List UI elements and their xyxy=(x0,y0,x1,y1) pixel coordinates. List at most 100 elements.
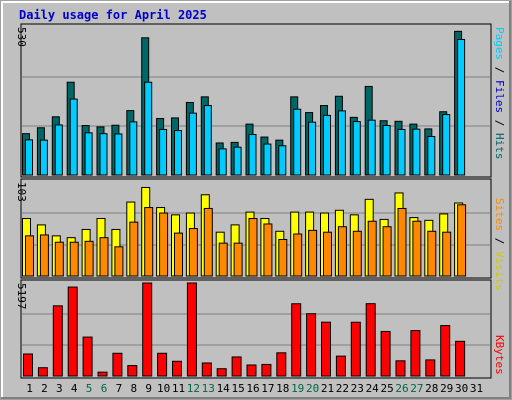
legend-pages: Pages xyxy=(493,27,506,60)
bar-files-2 xyxy=(39,139,48,176)
bar-kbytes-22 xyxy=(335,355,346,377)
bar-files-29 xyxy=(442,114,451,176)
bar-files-25 xyxy=(382,125,391,176)
bar-kbytes-28 xyxy=(425,359,436,377)
bar-kbytes-2 xyxy=(37,367,48,377)
bar-sites-9 xyxy=(144,207,154,277)
bar-files-5 xyxy=(84,132,93,176)
bar-files-30 xyxy=(457,38,466,176)
day-label-9: 9 xyxy=(145,382,152,395)
bar-sites-5 xyxy=(84,240,94,277)
bar-sites-12 xyxy=(188,228,198,277)
day-label-31: 31 xyxy=(470,382,483,395)
bar-files-11 xyxy=(174,130,182,176)
legend-sites-visits: Sites / Visits xyxy=(493,198,506,291)
bar-files-12 xyxy=(188,112,197,176)
bar-files-20 xyxy=(308,121,317,176)
bar-sites-1 xyxy=(25,235,34,277)
legend-visits: Visits xyxy=(493,251,506,291)
bar-sites-19 xyxy=(293,233,303,277)
day-label-19: 19 xyxy=(291,382,304,395)
bar-kbytes-16 xyxy=(246,364,257,377)
day-label-24: 24 xyxy=(366,382,380,395)
bar-sites-6 xyxy=(99,237,109,277)
bar-sites-25 xyxy=(382,226,392,277)
bar-sites-15 xyxy=(233,242,243,277)
ymax-label-hits: 530 xyxy=(15,27,28,47)
bar-kbytes-6 xyxy=(97,371,108,377)
bar-files-15 xyxy=(233,146,242,176)
bar-sites-13 xyxy=(203,207,213,277)
day-label-22: 22 xyxy=(336,382,349,395)
bar-kbytes-15 xyxy=(231,356,242,377)
bar-sites-20 xyxy=(308,229,318,277)
bar-sites-30 xyxy=(457,204,467,277)
bar-kbytes-13 xyxy=(201,362,212,377)
bar-files-10 xyxy=(159,128,168,176)
bar-kbytes-30 xyxy=(455,340,466,377)
bar-sites-21 xyxy=(323,231,332,277)
bar-files-28 xyxy=(427,135,436,176)
bar-files-13 xyxy=(203,105,212,176)
bar-sites-23 xyxy=(352,230,362,277)
bar-sites-24 xyxy=(367,220,377,277)
bar-files-27 xyxy=(412,128,421,176)
bar-kbytes-14 xyxy=(216,368,227,377)
legend-kbytes: KBytes xyxy=(493,335,506,375)
legend-files: Files xyxy=(493,80,506,113)
bar-sites-14 xyxy=(218,242,228,277)
bar-files-16 xyxy=(248,134,257,176)
bar-sites-10 xyxy=(159,212,169,277)
bar-files-24 xyxy=(367,119,376,176)
bar-sites-7 xyxy=(114,246,124,277)
day-label-7: 7 xyxy=(116,382,123,395)
chart-title: Daily usage for April 2025 xyxy=(19,8,207,22)
bar-files-3 xyxy=(54,124,63,176)
bar-sites-11 xyxy=(174,232,183,277)
bar-kbytes-8 xyxy=(127,365,138,377)
bar-kbytes-26 xyxy=(395,360,406,377)
day-label-11: 11 xyxy=(172,382,185,395)
bar-sites-27 xyxy=(412,220,422,277)
day-label-25: 25 xyxy=(380,382,393,395)
day-label-2: 2 xyxy=(41,382,48,395)
day-label-3: 3 xyxy=(56,382,63,395)
day-label-4: 4 xyxy=(71,382,78,395)
day-label-26: 26 xyxy=(395,382,408,395)
bar-sites-2 xyxy=(39,234,49,277)
bar-sites-18 xyxy=(278,238,288,277)
day-label-10: 10 xyxy=(157,382,170,395)
bar-files-1 xyxy=(25,139,33,176)
bar-kbytes-23 xyxy=(350,321,361,377)
day-label-29: 29 xyxy=(440,382,453,395)
bar-files-14 xyxy=(218,148,227,176)
legend-hits: Hits xyxy=(493,133,506,160)
bar-sites-29 xyxy=(442,231,452,277)
day-label-15: 15 xyxy=(231,382,244,395)
bar-files-22 xyxy=(337,110,346,176)
day-label-23: 23 xyxy=(351,382,364,395)
day-label-20: 20 xyxy=(306,382,319,395)
day-label-27: 27 xyxy=(410,382,423,395)
day-label-21: 21 xyxy=(321,382,334,395)
bar-sites-4 xyxy=(69,241,79,277)
bar-files-9 xyxy=(144,81,153,176)
day-label-30: 30 xyxy=(455,382,468,395)
bar-kbytes-25 xyxy=(380,330,391,377)
day-label-5: 5 xyxy=(86,382,93,395)
legend-hits-files-pages: Pages / Files / Hits xyxy=(493,27,506,160)
day-label-14: 14 xyxy=(217,382,231,395)
ymax-label-kbytes: 5197 xyxy=(15,283,28,310)
ymax-label-visits: 103 xyxy=(15,182,28,202)
bar-files-18 xyxy=(278,145,287,176)
bar-files-23 xyxy=(352,121,361,176)
axis-labels: 1 2 3 4 5 6 7 8 9 10 11 12 13 14 15 16 17 18 19 20 21 22 23 24 2… xyxy=(26,382,483,395)
bar-sites-3 xyxy=(54,241,64,277)
legend-sites: Sites xyxy=(493,198,506,231)
day-label-13: 13 xyxy=(202,382,215,395)
bar-sites-17 xyxy=(263,223,273,277)
bar-files-6 xyxy=(99,133,108,176)
bar-kbytes-27 xyxy=(410,330,421,377)
bar-files-21 xyxy=(323,114,331,176)
bar-kbytes-3 xyxy=(52,305,63,377)
